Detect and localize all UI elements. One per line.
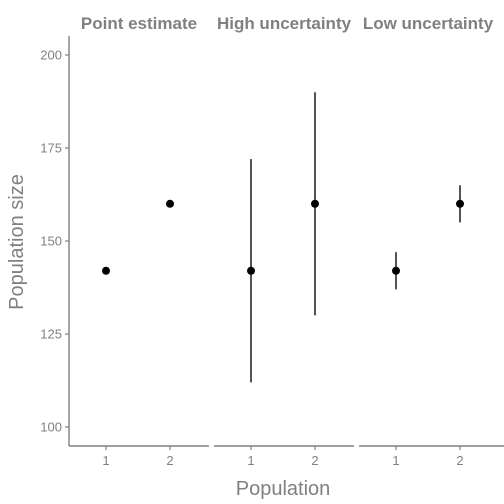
x-tick-label: 2 — [456, 453, 463, 468]
y-tick-label: 125 — [40, 327, 62, 342]
y-axis-title: Population size — [6, 174, 28, 310]
data-point — [392, 266, 400, 275]
panel-1: Point estimate 1 2 — [69, 14, 209, 468]
panel-title: Point estimate — [81, 14, 197, 33]
data-point — [311, 199, 319, 208]
data-point — [247, 266, 255, 275]
panel-title: High uncertainty — [217, 14, 352, 33]
panel-title-strip: Point estimate — [81, 14, 197, 33]
panel-title-strip: Low uncertainty — [363, 14, 494, 33]
data-point — [102, 266, 110, 275]
y-tick-label: 175 — [40, 141, 62, 156]
x-axis-title: Population — [236, 478, 331, 500]
y-tick-label: 200 — [40, 48, 62, 63]
panel-title-strip: High uncertainty — [217, 14, 352, 33]
x-tick-label: 1 — [247, 453, 254, 468]
data-point — [166, 199, 174, 208]
panel-2: High uncertainty 1 2 — [214, 14, 354, 468]
y-axis: 100 125 150 175 200 — [40, 36, 70, 446]
y-tick-label: 150 — [40, 234, 62, 249]
x-tick-label: 2 — [166, 453, 173, 468]
panel-title: Low uncertainty — [363, 14, 494, 33]
x-tick-label: 1 — [392, 453, 399, 468]
x-tick-label: 1 — [102, 453, 109, 468]
panel-3: Low uncertainty 1 2 — [359, 14, 504, 468]
data-point — [456, 199, 464, 208]
y-tick-label: 100 — [40, 420, 62, 435]
x-tick-label: 2 — [311, 453, 318, 468]
